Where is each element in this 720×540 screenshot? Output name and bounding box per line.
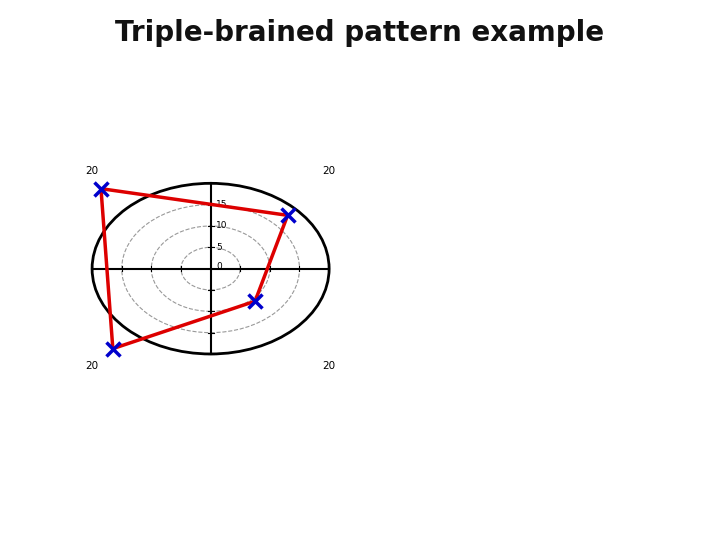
Text: 10: 10	[216, 221, 228, 231]
Text: Triple-brained pattern example: Triple-brained pattern example	[115, 19, 605, 47]
Text: 20: 20	[86, 361, 99, 371]
Text: 15: 15	[216, 200, 228, 209]
Text: 0: 0	[216, 262, 222, 271]
Text: 20: 20	[323, 361, 336, 371]
Text: 20: 20	[323, 166, 336, 176]
Text: Skills of strong frontal right and double
left.

The three other triple brain pa: Skills of strong frontal right and doubl…	[387, 80, 715, 278]
Text: 20: 20	[86, 166, 99, 176]
Text: 5: 5	[216, 243, 222, 252]
